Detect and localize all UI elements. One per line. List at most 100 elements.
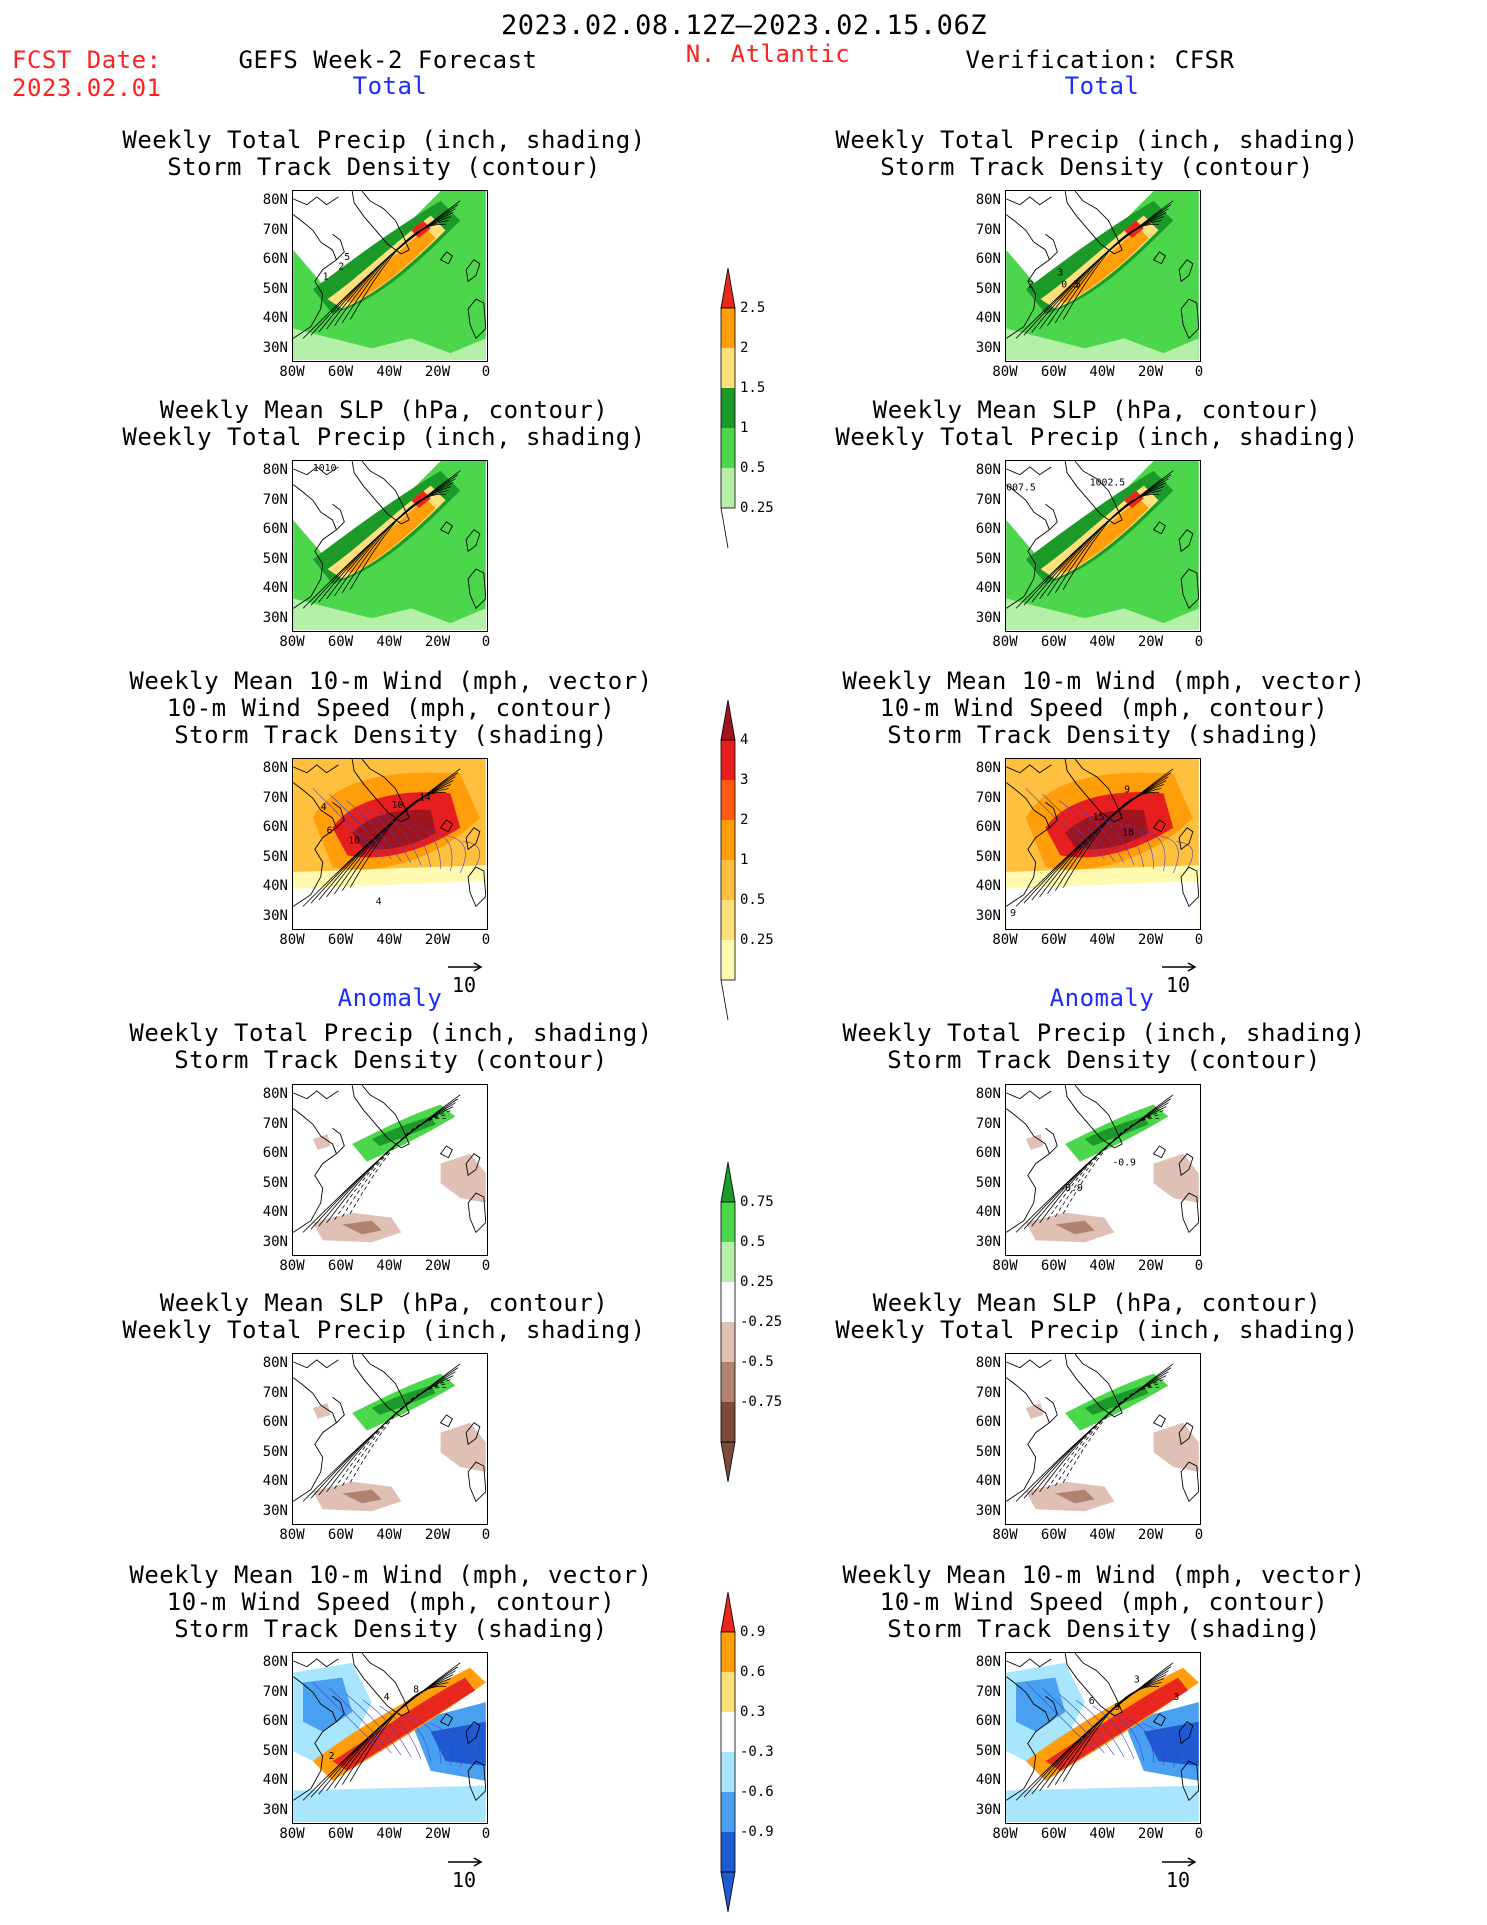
- lat-tick-label: 80N: [262, 1086, 288, 1102]
- lat-tick-label: 50N: [262, 1443, 288, 1460]
- colorbar-label: -0.9: [740, 1824, 774, 1840]
- colorbar-top-arrow: [720, 268, 736, 309]
- coastline: [1178, 259, 1194, 283]
- contour-label: 0.5: [1061, 279, 1079, 290]
- colorbar-label: -0.5: [740, 1354, 774, 1370]
- wind-vector-line: [329, 794, 392, 860]
- lon-tick-label: 0: [1194, 932, 1204, 948]
- wind-vector-line: [1059, 800, 1115, 862]
- panel-title-l3: Weekly Mean 10-m Wind (mph, vector) 10-m …: [129, 667, 653, 749]
- lat-tick-label: 60N: [262, 819, 288, 835]
- lat-tick-label: 60N: [262, 521, 288, 537]
- coastline: [1152, 251, 1166, 265]
- contour-label: 14: [419, 792, 431, 803]
- lat-tick-label: 60N: [975, 1145, 1001, 1161]
- contour-label: 5: [1075, 279, 1081, 290]
- shading-region: [1006, 598, 1199, 630]
- lat-tick-label: 50N: [975, 280, 1001, 297]
- colorbar-segment: [721, 1712, 735, 1752]
- shading-region: [312, 1403, 331, 1419]
- coastline: [1006, 1377, 1050, 1502]
- wind-vector-line: [1075, 805, 1125, 864]
- shading-region: [1055, 498, 1149, 574]
- colorbar-storm_anom: [720, 1592, 736, 1912]
- wind-vector-line: [1159, 835, 1179, 874]
- shading-region: [293, 328, 486, 360]
- lat-tick-label: 30N: [975, 907, 1001, 924]
- coastline: [1006, 484, 1050, 609]
- coastline: [467, 1461, 486, 1503]
- wind-vector-line: [412, 1717, 441, 1764]
- map-l3: 14 10 4 6 10 4: [293, 759, 486, 928]
- period-title: 2023.02.08.12Z–2023.02.15.06Z: [501, 10, 987, 41]
- lon-tick-label: 80W: [992, 364, 1018, 380]
- contour-line: [1062, 493, 1160, 590]
- map-panel-l3: 14 10 4 6 10 4: [292, 758, 488, 930]
- contour-line: [334, 486, 451, 597]
- wind-vector-line: [1042, 1688, 1105, 1754]
- lat-tick-label: 50N: [262, 280, 288, 297]
- lon-tick-label: 0: [1194, 634, 1204, 650]
- coastline: [1178, 827, 1194, 851]
- lat-tick-label: 30N: [262, 609, 288, 626]
- coastline: [351, 1085, 410, 1149]
- shading-region: [1025, 1403, 1044, 1419]
- lat-tick-label: 80N: [262, 192, 288, 208]
- map-l2: 1010: [293, 461, 486, 630]
- lat-tick-label: 50N: [975, 550, 1001, 567]
- lat-tick-label: 60N: [975, 521, 1001, 537]
- colorbar-segment: [721, 348, 735, 388]
- coastline: [351, 759, 410, 823]
- colorbar-segment: [721, 1322, 735, 1362]
- contour-line: [334, 784, 451, 895]
- coastline: [1064, 759, 1123, 823]
- map-r1: 32 0.55: [1006, 191, 1199, 360]
- lon-tick-label: 40W: [376, 1527, 402, 1543]
- lon-tick-label: 40W: [376, 364, 402, 380]
- colorbar-top-arrow: [720, 700, 736, 741]
- shading-region: [342, 1220, 382, 1235]
- colorbar-segment: [721, 820, 735, 860]
- colorbar-precip_anom: [720, 1162, 736, 1482]
- coastline: [1045, 1396, 1058, 1424]
- lat-tick-label: 40N: [975, 878, 1001, 894]
- panel-title-l5: Weekly Mean SLP (hPa, contour) Weekly Tot…: [122, 1289, 646, 1344]
- coastline: [1006, 782, 1050, 907]
- panel-title-r4: Weekly Total Precip (inch, shading) Storm…: [842, 1019, 1366, 1074]
- coastline: [1006, 764, 1052, 774]
- map-r6: 3 6 9 3: [1006, 1653, 1199, 1822]
- colorbar-label: 2: [740, 340, 749, 356]
- wind-vector-line: [429, 829, 453, 872]
- lon-tick-label: 40W: [376, 1258, 402, 1274]
- contour-label: 9: [1124, 784, 1130, 795]
- colorbar-segment: [721, 428, 735, 468]
- wind-vector-line: [446, 1729, 466, 1768]
- colorbar-bottom-arrow: [720, 1441, 736, 1482]
- wind-vector-line: [1142, 1723, 1166, 1766]
- coastline: [293, 484, 337, 609]
- colorbar-label: 0.5: [740, 460, 766, 476]
- lat-tick-label: 70N: [262, 221, 288, 238]
- contour-line: [1062, 1386, 1160, 1483]
- coastline: [1064, 1354, 1123, 1418]
- lat-tick-label: 70N: [975, 1683, 1001, 1700]
- contour-label: 5: [344, 252, 350, 263]
- colorbar-label: 0.5: [740, 1234, 766, 1250]
- coastline: [332, 1695, 345, 1723]
- colorbar-label: 0.25: [740, 1274, 774, 1290]
- lon-tick-label: 20W: [424, 364, 451, 380]
- contour-line: [1047, 216, 1164, 327]
- lon-tick-label: 20W: [424, 634, 451, 650]
- coastline: [467, 568, 486, 610]
- colorbar-label: 0.9: [740, 1624, 766, 1640]
- contour-label: 4: [376, 896, 382, 907]
- contour-line: [349, 1117, 447, 1214]
- contour-label: 3: [1173, 1692, 1179, 1703]
- coastline: [1180, 1192, 1199, 1234]
- colorbar-segment: [721, 780, 735, 820]
- wind-vector-line: [412, 823, 441, 870]
- shading-region: [1055, 1489, 1095, 1504]
- lat-tick-label: 80N: [975, 462, 1001, 478]
- map-l4: [293, 1085, 486, 1243]
